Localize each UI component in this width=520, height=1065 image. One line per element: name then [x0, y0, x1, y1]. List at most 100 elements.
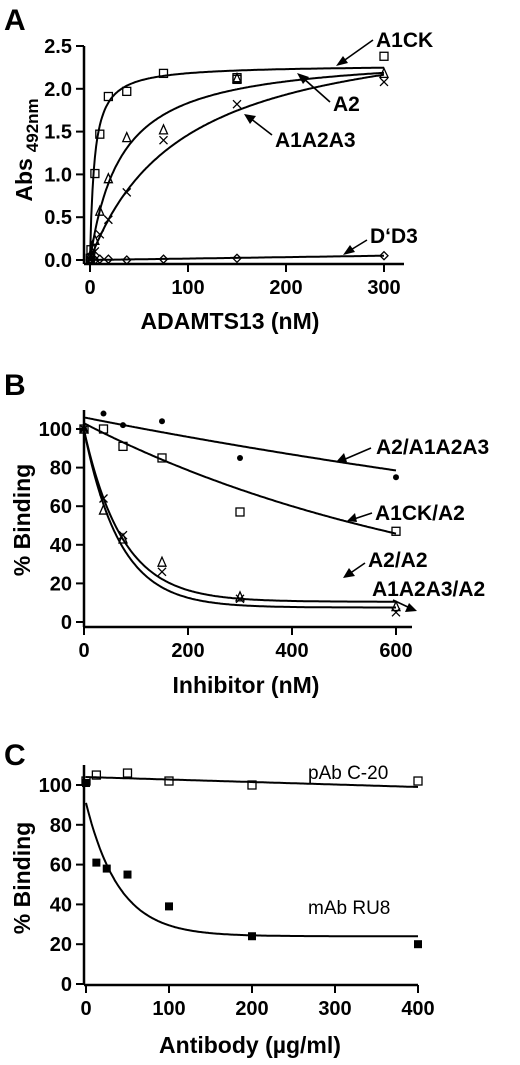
- panel-a-point-a2: [103, 172, 114, 184]
- panel-b-ytick-label: 40: [50, 535, 72, 557]
- panel-b-point-a2-a1a2a3: [159, 418, 165, 425]
- panel-c-xtick-label: 0: [80, 998, 91, 1020]
- panel-a-point-d-d3: [232, 253, 242, 264]
- panel-a-point-a1ck: [103, 91, 114, 102]
- panel-b-fit-a2-a1a2a3: [83, 416, 397, 472]
- panel-c-ticks: 0 100 200 300 400 0 20 40 60 80 100: [39, 775, 435, 1020]
- panel-a-point-a2: [89, 233, 100, 245]
- panel-c-point-mab-ru8: [248, 932, 256, 941]
- panel-b-point-a1ck-a2: [157, 453, 167, 463]
- panel-a-ytick-label: 0.0: [44, 250, 72, 272]
- panel-a-arrowhead-a2: [297, 73, 309, 84]
- panel-a-point-a1a2a3: [159, 135, 168, 145]
- panel-a-point-a2: [158, 123, 169, 135]
- panel-c-point-mab-ru8: [102, 864, 111, 873]
- panel-a-arrowhead-a1a2a3: [244, 114, 256, 124]
- panel-a-label-dd3: D‘D3: [370, 225, 418, 248]
- panel-a-point-a1ck: [232, 74, 242, 85]
- panel-c-point-mab-ru8: [92, 858, 101, 867]
- panel-a-point-a1ck: [379, 51, 389, 61]
- panel-a-arrow-a1ck: [341, 39, 374, 63]
- panel-b-label-a1ck-a2: A1CK/A2: [375, 502, 465, 525]
- panel-a-letter: A: [4, 4, 26, 37]
- panel-b-point-a1a2a3-a2: [391, 607, 401, 617]
- panel-b-point-a2-a1a2a3: [120, 422, 126, 429]
- panel-c-xtick-label: 100: [152, 998, 185, 1020]
- panel-c-ytick-label: 0: [61, 974, 72, 996]
- panel-b-xlabel: Inhibitor (nM): [173, 672, 320, 698]
- panel-c-label-pab-c20: pAb C-20: [308, 763, 388, 784]
- panel-b-label-a1a2a3-a2: A1A2A3/A2: [372, 578, 485, 601]
- panel-a-fit-a1a2a3: [89, 73, 385, 261]
- panel-a-point-a1a2a3: [103, 215, 113, 225]
- panel-c-ytick-label: 20: [50, 934, 72, 956]
- panel-a-point-a1ck: [90, 168, 100, 179]
- panel-a-point-a1a2a3: [232, 99, 242, 109]
- panel-b-point-a1a2a3-a2: [99, 494, 108, 503]
- panel-a-point-a1ck: [158, 68, 169, 79]
- panel-c-point-pab-c-20: [413, 776, 423, 786]
- panel-a-point-a1a2a3: [379, 77, 389, 87]
- panel-a-point-d-d3: [379, 250, 389, 261]
- panel-a-ylabel-sub: 492nm: [23, 98, 42, 152]
- panel-b-point-a2-a2: [117, 532, 129, 544]
- panel-a-ytick-label: 0.5: [44, 207, 72, 229]
- panel-b-letter: B: [4, 369, 26, 402]
- panel-b-arrow-a2-a1a2a3: [342, 447, 372, 461]
- panel-a-arrow-a1a2a3: [249, 117, 273, 136]
- panel-a-point-a2: [378, 66, 390, 79]
- panel-b-ylabel: % Binding: [9, 464, 35, 576]
- panel-b-point-a1a2a3-a2: [157, 567, 167, 577]
- panel-a-arrow-a2: [302, 77, 331, 103]
- panel-c-ylabel: % Binding: [9, 822, 35, 934]
- panel-a-ticks: 0 100 200 300 0.0 0.5 1.0 1.5 2.0 2.5: [44, 36, 401, 299]
- panel-a: A 0 100 200 300 0.0 0.5 1.0 1.5 2.0 2.5 ADAMTS13 …: [4, 4, 433, 334]
- panel-a-ytick-label: 1.0: [44, 164, 72, 186]
- panel-b-arrowhead-a1ck-a2: [347, 513, 357, 522]
- panel-b-ytick-label: 0: [61, 612, 72, 634]
- panel-b-ytick-label: 80: [50, 458, 72, 480]
- panel-b-xtick-label: 400: [275, 640, 308, 662]
- panel-c-point-pab-c-20: [122, 768, 133, 778]
- panel-a-arrowhead-dd3: [343, 245, 355, 255]
- panel-b-point-a1ck-a2: [118, 441, 128, 452]
- panel-b-point-a2-a1a2a3: [237, 454, 243, 461]
- panel-c-xtick-label: 400: [401, 998, 434, 1020]
- panel-c-label-mab-ru8: mAb RU8: [308, 898, 390, 919]
- panel-c-xtick-label: 200: [235, 998, 268, 1020]
- panel-c-xtick-label: 300: [318, 998, 351, 1020]
- panel-c-fit-pab-c-20: [85, 776, 419, 788]
- panel-b-arrowhead-a1a2a3-a2: [405, 603, 417, 612]
- panel-c-point-pab-c-20: [91, 770, 102, 780]
- panel-a-ytick-label: 2.5: [44, 36, 72, 58]
- panel-a-marks: [85, 51, 390, 265]
- panel-a-xtick-label: 100: [171, 277, 204, 299]
- panel-c-xlabel: Antibody (µg/ml): [159, 1032, 341, 1058]
- panel-a-label-a2: A2: [333, 93, 360, 116]
- panel-a-ytick-label: 1.5: [44, 122, 72, 144]
- panel-b-point-a1ck-a2: [391, 526, 401, 536]
- panel-b-ytick-label: 20: [50, 573, 72, 595]
- panel-c-ytick-label: 40: [50, 894, 72, 916]
- panel-a-xtick-label: 300: [367, 277, 400, 299]
- panel-a-label-a1ck: A1CK: [376, 29, 433, 52]
- panel-b-point-a1a2a3-a2: [235, 594, 245, 604]
- panel-b-point-a1a2a3-a2: [118, 530, 128, 540]
- panel-c-point-mab-ru8: [165, 902, 173, 911]
- panel-a-arrowhead-a1ck: [336, 56, 348, 66]
- panel-c-point-pab-c-20: [247, 780, 257, 790]
- panel-c-ytick-label: 80: [50, 815, 72, 837]
- panel-b-point-a1ck-a2: [235, 507, 245, 517]
- panel-c-point-mab-ru8: [82, 779, 90, 788]
- panel-a-fit-d-d3: [90, 254, 384, 261]
- panel-b-arrow-a1ck-a2: [353, 512, 373, 520]
- panel-a-point-a1a2a3: [90, 246, 100, 256]
- panel-b-xtick-label: 0: [78, 640, 89, 662]
- panel-c-ytick-label: 60: [50, 855, 72, 877]
- panel-a-xtick-label: 0: [84, 277, 95, 299]
- panel-b-arrowhead-a2-a1a2a3: [336, 453, 347, 462]
- panel-b-xtick-label: 600: [379, 640, 412, 662]
- panel-c-point-mab-ru8: [414, 940, 422, 949]
- panel-c-point-mab-ru8: [123, 870, 132, 879]
